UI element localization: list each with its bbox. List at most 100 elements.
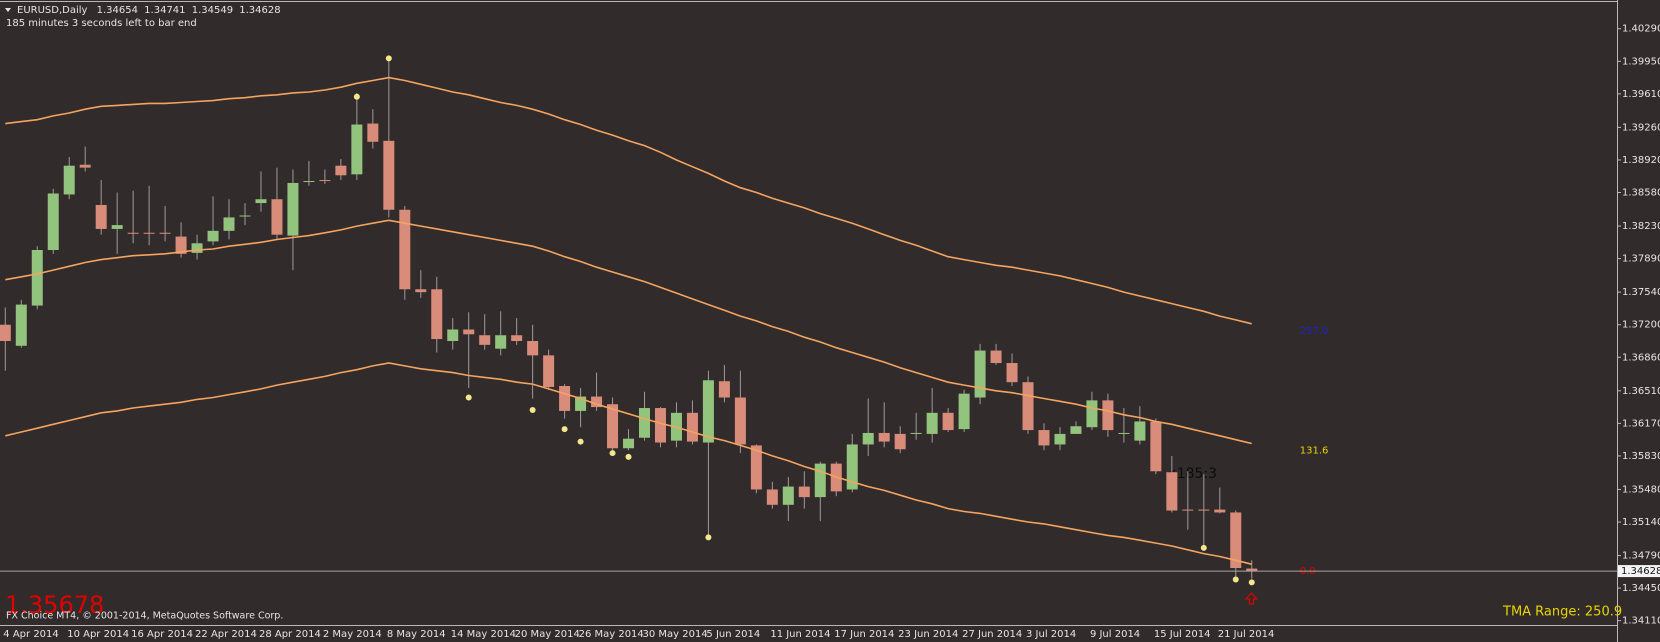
bull-body bbox=[958, 393, 970, 430]
bull-body bbox=[1070, 426, 1082, 434]
signal-dot bbox=[609, 450, 616, 457]
bear-body bbox=[383, 140, 395, 210]
x-tick-label: 5 Jun 2014 bbox=[706, 629, 760, 640]
bear-body bbox=[415, 289, 427, 293]
copyright: FX Choice MT4, © 2001-2014, MetaQuotes S… bbox=[6, 611, 283, 622]
bull-body bbox=[351, 124, 363, 175]
y-tick-label: 1.38580 bbox=[1622, 188, 1660, 199]
bear-body bbox=[463, 329, 475, 335]
bear-body bbox=[1102, 400, 1114, 431]
bear-body bbox=[1038, 430, 1050, 446]
bull-body bbox=[31, 250, 43, 306]
bear-body bbox=[734, 397, 746, 445]
y-tick-label: 1.35480 bbox=[1622, 484, 1660, 495]
signal-arrow bbox=[1244, 592, 1259, 605]
header: EURUSD,Daily 1.34654 1.34741 1.34549 1.3… bbox=[17, 5, 281, 16]
bear-body bbox=[1214, 509, 1226, 513]
bear-body bbox=[798, 486, 810, 498]
bear-body bbox=[79, 164, 91, 168]
y-tick-label: 1.40290 bbox=[1622, 24, 1660, 35]
x-tick-label: 23 Jun 2014 bbox=[898, 629, 958, 640]
bull-body bbox=[63, 165, 75, 195]
signal-dot bbox=[465, 394, 472, 401]
band-level-label: 257.0 bbox=[1300, 326, 1329, 337]
x-tick-label: 9 Jul 2014 bbox=[1090, 629, 1140, 640]
bear-body bbox=[431, 289, 443, 340]
y-tick-label: 1.34450 bbox=[1622, 583, 1660, 594]
signal-dot bbox=[1200, 544, 1207, 551]
bear-body bbox=[878, 432, 890, 442]
bull-body bbox=[495, 335, 507, 349]
signal-dot bbox=[561, 426, 568, 433]
y-tick-label: 1.34790 bbox=[1622, 551, 1660, 562]
bear-body bbox=[159, 232, 171, 234]
current-price-label: 1.34628 bbox=[1621, 566, 1660, 577]
signal-dot bbox=[705, 534, 712, 541]
signal-dot bbox=[1248, 579, 1255, 586]
bull-body bbox=[255, 199, 267, 204]
bear-body bbox=[607, 404, 619, 449]
y-tick-label: 1.34110 bbox=[1622, 616, 1660, 627]
bear-body bbox=[511, 335, 523, 341]
bull-body bbox=[287, 182, 299, 236]
bull-body bbox=[47, 193, 59, 250]
bull-body bbox=[15, 304, 27, 346]
y-tick-label: 1.36860 bbox=[1622, 352, 1660, 363]
bull-body bbox=[191, 243, 203, 253]
bear-body bbox=[271, 199, 283, 235]
x-tick-label: 4 Apr 2014 bbox=[3, 629, 58, 640]
bull-body bbox=[575, 396, 587, 411]
y-tick-label: 1.37890 bbox=[1622, 254, 1660, 265]
bull-body bbox=[814, 463, 826, 498]
bear-body bbox=[367, 123, 379, 142]
x-tick-label: 3 Jul 2014 bbox=[1026, 629, 1076, 640]
signal-dot bbox=[529, 406, 536, 413]
bull-body bbox=[974, 350, 986, 398]
signal-dot bbox=[577, 438, 584, 445]
bear-body bbox=[335, 165, 347, 176]
bear-body bbox=[1150, 421, 1162, 472]
x-tick-label: 14 May 2014 bbox=[451, 629, 516, 640]
bear-body bbox=[399, 209, 411, 290]
bear-body bbox=[1166, 472, 1178, 511]
plot-area bbox=[0, 55, 1258, 586]
bull-body bbox=[702, 380, 714, 443]
bull-body bbox=[447, 329, 459, 341]
bear-body bbox=[479, 335, 491, 345]
tma-range: TMA Range: 250.9 bbox=[1502, 605, 1622, 620]
countdown-text: 185 minutes 3 seconds left to bar end bbox=[6, 18, 197, 29]
bull-body bbox=[1086, 400, 1098, 428]
bear-body bbox=[0, 324, 11, 341]
bear-body bbox=[750, 445, 762, 490]
bull-body bbox=[910, 432, 922, 434]
bear-body bbox=[175, 236, 187, 254]
x-tick-label: 27 Jun 2014 bbox=[962, 629, 1022, 640]
signal-dot bbox=[1232, 576, 1239, 583]
current-price-box bbox=[1618, 565, 1660, 578]
bear-body bbox=[990, 350, 1002, 364]
bull-body bbox=[623, 438, 635, 449]
bull-body bbox=[926, 412, 938, 434]
bear-body bbox=[654, 408, 666, 443]
tma-band bbox=[5, 76, 1252, 325]
x-tick-label: 22 Apr 2014 bbox=[195, 629, 257, 640]
bear-body bbox=[143, 232, 155, 234]
menu-triangle[interactable] bbox=[5, 8, 11, 12]
signal-dot bbox=[353, 93, 360, 100]
x-tick-label: 8 May 2014 bbox=[387, 629, 446, 640]
bear-body bbox=[543, 355, 555, 387]
bull-body bbox=[111, 225, 123, 229]
header-high: 1.34741 bbox=[144, 5, 185, 16]
y-tick-label: 1.36170 bbox=[1622, 418, 1660, 429]
bear-body bbox=[1230, 512, 1242, 569]
band-level-label: 0.0 bbox=[1300, 566, 1316, 577]
bull-body bbox=[639, 408, 650, 438]
y-tick-label: 1.37540 bbox=[1622, 287, 1660, 298]
x-tick-label: 10 Apr 2014 bbox=[67, 629, 129, 640]
bear-body bbox=[718, 381, 730, 398]
x-tick-label: 30 May 2014 bbox=[643, 629, 708, 640]
signal-dot bbox=[385, 55, 392, 62]
y-tick-label: 1.35140 bbox=[1622, 517, 1660, 528]
bear-body bbox=[1246, 568, 1258, 572]
